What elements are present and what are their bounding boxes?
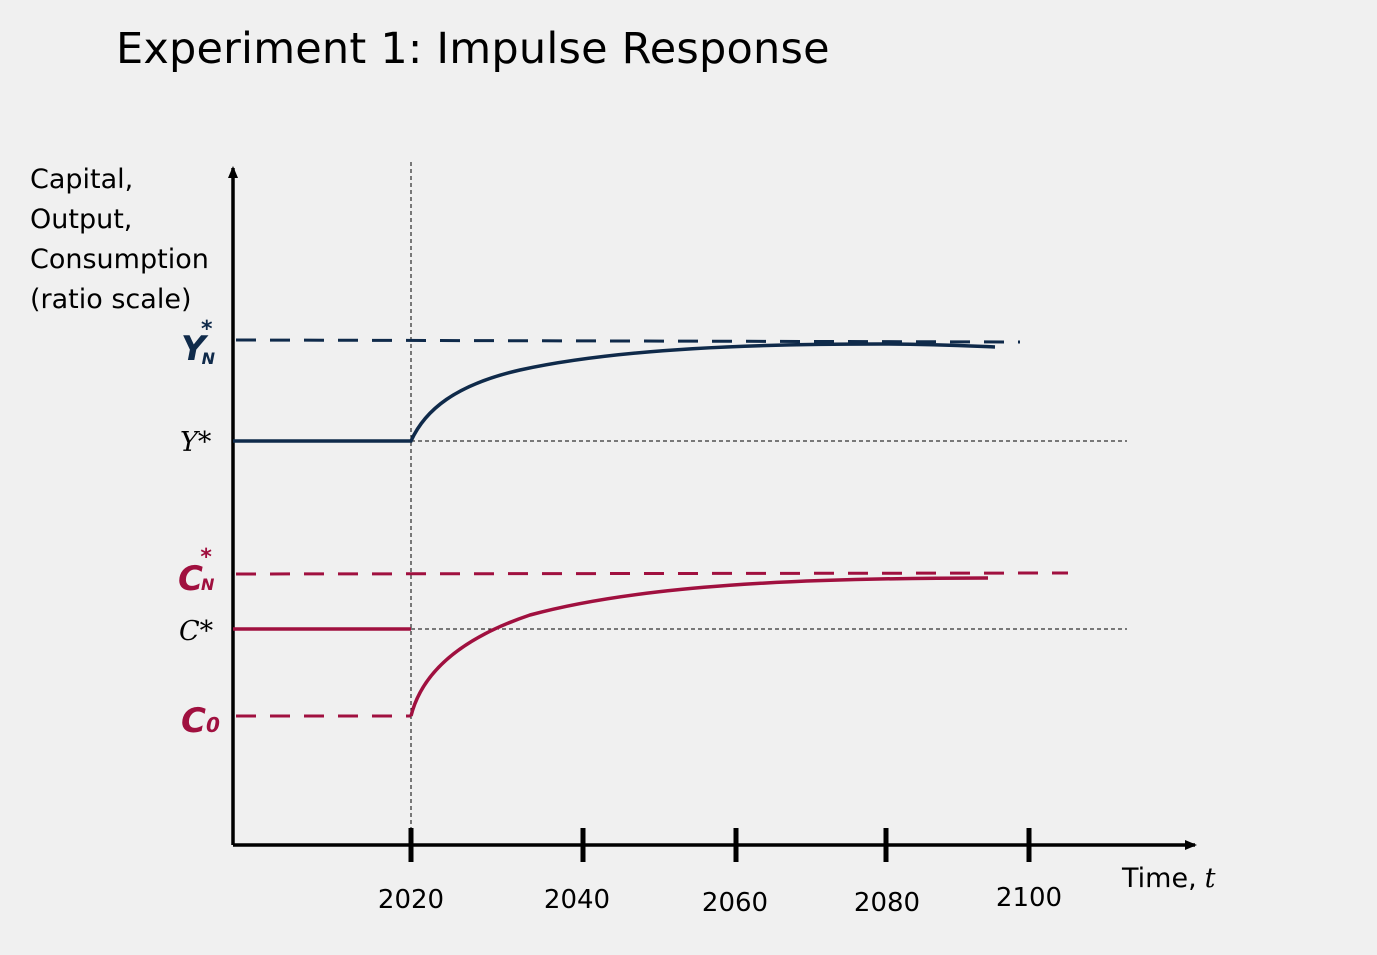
y-n-star-subscript: N [202,349,216,368]
c0-subscript: 0 [206,713,220,737]
tick-label-2100: 2100 [996,883,1062,913]
x-axis-label: Time, t [1121,863,1216,894]
x-axis-label-text: Time, [1121,863,1197,894]
c0-symbol: C [181,701,206,741]
c-n-star-subscript: N [201,575,215,594]
c-n-star-symbol: C [178,559,203,599]
y-star-label: Y* [180,427,212,458]
c-n-star-level-line [235,571,1069,576]
output-path [233,342,996,443]
y-n-star-label: YN * [181,317,216,369]
slide-title: Experiment 1: Impulse Response [116,24,830,74]
c0-label: C0 [181,701,220,741]
x-axis-variable: t [1205,863,1216,894]
tick-label-2080: 2080 [854,888,920,918]
y-n-star-symbol: Y [181,329,209,369]
y-n-star-level-line [235,338,1021,344]
tick-label-2020: 2020 [378,885,444,915]
tick-label-2060: 2060 [702,888,768,918]
c-n-star-label: CN * [178,545,215,599]
c-n-star-superscript: * [200,545,212,570]
y-axis-label: Capital, Output, Consumption (ratio scal… [30,164,209,315]
tick-label-2040: 2040 [544,885,610,915]
c-star-label: C* [179,616,214,647]
consumption-path [409,576,989,717]
y-n-star-superscript: * [201,317,213,342]
